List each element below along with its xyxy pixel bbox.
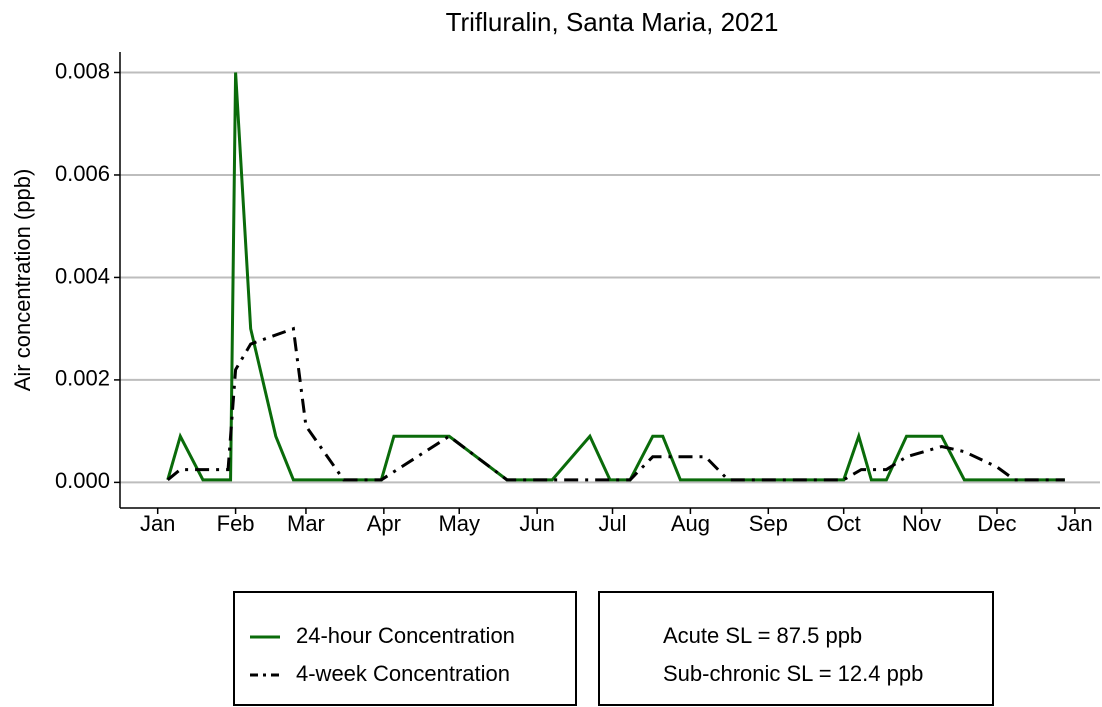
x-tick-label: Nov bbox=[902, 511, 941, 536]
x-tick-label: Feb bbox=[217, 511, 255, 536]
y-tick-label: 0.006 bbox=[55, 161, 110, 186]
data-line bbox=[166, 326, 1065, 482]
y-tick-label: 0.002 bbox=[55, 366, 110, 391]
legend-box bbox=[233, 591, 577, 706]
legend-label: 4-week Concentration bbox=[296, 661, 510, 686]
x-tick-label: Jan bbox=[140, 511, 175, 536]
y-tick-label: 0.004 bbox=[55, 263, 110, 288]
x-tick-label: Jun bbox=[519, 511, 554, 536]
y-tick-label: 0.008 bbox=[55, 58, 110, 83]
x-tick-label: Sep bbox=[749, 511, 788, 536]
x-tick-label: Oct bbox=[827, 511, 861, 536]
x-tick-label: Jan bbox=[1057, 511, 1092, 536]
annotation-box bbox=[598, 591, 994, 706]
x-tick-label: Apr bbox=[367, 511, 401, 536]
data-line bbox=[166, 72, 1065, 482]
x-tick-label: Dec bbox=[977, 511, 1016, 536]
x-tick-label: Mar bbox=[287, 511, 325, 536]
y-tick-label: 0.000 bbox=[55, 468, 110, 493]
annotation: Sub-chronic SL = 12.4 ppb bbox=[663, 661, 923, 686]
x-tick-label: Aug bbox=[671, 511, 710, 536]
legend-label: 24-hour Concentration bbox=[296, 623, 515, 648]
annotation: Acute SL = 87.5 ppb bbox=[663, 623, 862, 648]
x-tick-label: Jul bbox=[598, 511, 626, 536]
x-tick-label: May bbox=[438, 511, 480, 536]
y-axis-label: Air concentration (ppb) bbox=[10, 169, 35, 392]
chart-title: Trifluralin, Santa Maria, 2021 bbox=[446, 7, 779, 37]
